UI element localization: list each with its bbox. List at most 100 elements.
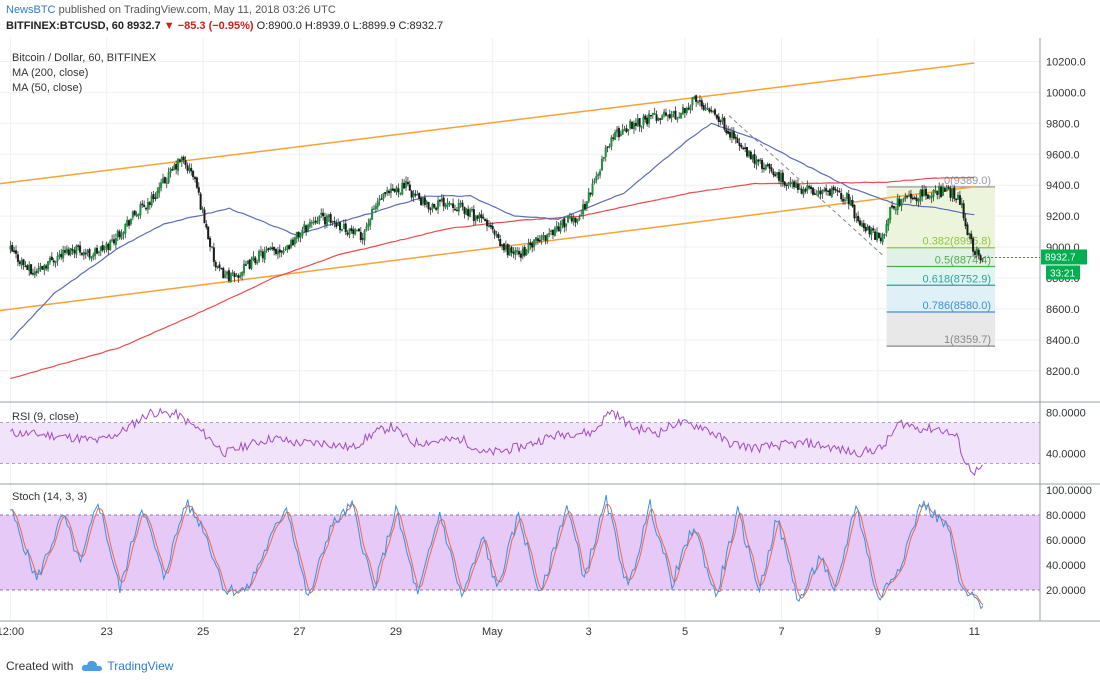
candle (533, 239, 536, 248)
candle (843, 199, 846, 202)
candle (231, 271, 234, 274)
candle (900, 200, 903, 207)
candle (239, 275, 242, 278)
candle (766, 164, 769, 166)
candle (259, 250, 262, 253)
price-tick-label: 8200.0 (1046, 366, 1080, 378)
candle (346, 232, 349, 235)
candle (372, 208, 375, 210)
candle (757, 159, 760, 162)
candle (612, 137, 615, 139)
candle (470, 209, 473, 211)
candle (666, 115, 669, 117)
candle (698, 100, 701, 102)
candle (350, 228, 353, 232)
candle (403, 182, 406, 189)
candle (557, 226, 560, 232)
candle (467, 209, 470, 217)
candle (887, 218, 890, 226)
publisher-link[interactable]: NewsBTC (6, 4, 56, 16)
candle (50, 256, 53, 261)
candle (642, 116, 645, 126)
candle (859, 220, 862, 226)
candle (632, 123, 635, 129)
candle (510, 247, 513, 253)
candle (817, 190, 820, 194)
candle (819, 190, 822, 195)
candle (868, 225, 871, 235)
candle (444, 205, 447, 208)
candle (970, 233, 973, 240)
candle (472, 209, 475, 221)
candle (440, 198, 443, 202)
candle (416, 194, 419, 196)
published-text: published on TradingView.com, May 11, 20… (58, 4, 336, 16)
candle (531, 243, 534, 248)
chart-title: Bitcoin / Dollar, 60, BITFINEX (12, 52, 157, 64)
candle (15, 250, 18, 254)
candle (97, 251, 100, 253)
countdown-tag (1046, 265, 1080, 280)
candle (806, 185, 809, 191)
candle (924, 188, 927, 196)
candle (896, 197, 899, 210)
fib-level-label: 0.5(8874.4) (935, 254, 991, 266)
candle (559, 223, 562, 232)
candle (173, 165, 176, 171)
candle (335, 222, 338, 227)
chart-canvas[interactable]: 0(9389.0) 0.382(8995.8) 0.5(8874.4) 0.618(8… (0, 38, 1100, 658)
candle (864, 226, 867, 232)
candle (940, 186, 943, 197)
current-price-value: 8932.7 (1045, 252, 1076, 263)
candle (791, 182, 794, 184)
candle (431, 203, 434, 210)
candle (88, 249, 91, 258)
candle (113, 239, 116, 244)
candle (681, 106, 684, 115)
candle (359, 231, 362, 240)
candle (706, 107, 709, 110)
candle (960, 202, 963, 206)
candle (738, 142, 741, 146)
candle (862, 223, 865, 229)
candle (291, 239, 294, 246)
candle (116, 230, 119, 238)
price-tick-label: 10200.0 (1046, 56, 1086, 68)
candle (421, 197, 424, 204)
candle (815, 193, 818, 196)
candle (687, 107, 690, 110)
candle (131, 211, 134, 218)
candle (120, 233, 123, 239)
candle (252, 256, 255, 260)
candle (163, 177, 166, 184)
candle (553, 227, 556, 236)
candle (518, 251, 521, 255)
candle (455, 209, 458, 212)
stoch-tick-label: 40.0000 (1046, 560, 1086, 572)
candle (938, 185, 941, 195)
candle (648, 113, 651, 124)
rsi-line (10, 407, 983, 477)
candle (30, 264, 33, 275)
candle (205, 223, 208, 228)
candle (489, 225, 492, 227)
candle (11, 245, 14, 252)
candle (437, 200, 440, 210)
candle (210, 246, 213, 248)
candle (783, 181, 786, 186)
candle (832, 186, 835, 191)
candle (474, 216, 477, 221)
candle (216, 265, 219, 269)
candle (58, 254, 61, 257)
candle (92, 254, 95, 258)
candle (222, 268, 225, 279)
candle (501, 244, 504, 246)
candle (827, 190, 830, 192)
price-tick-label: 9600.0 (1046, 149, 1080, 161)
tradingview-link[interactable]: TradingView (107, 659, 174, 673)
candle (746, 147, 749, 157)
candle (41, 265, 44, 270)
candle (31, 273, 34, 275)
candle (64, 250, 67, 253)
candle (442, 197, 445, 207)
